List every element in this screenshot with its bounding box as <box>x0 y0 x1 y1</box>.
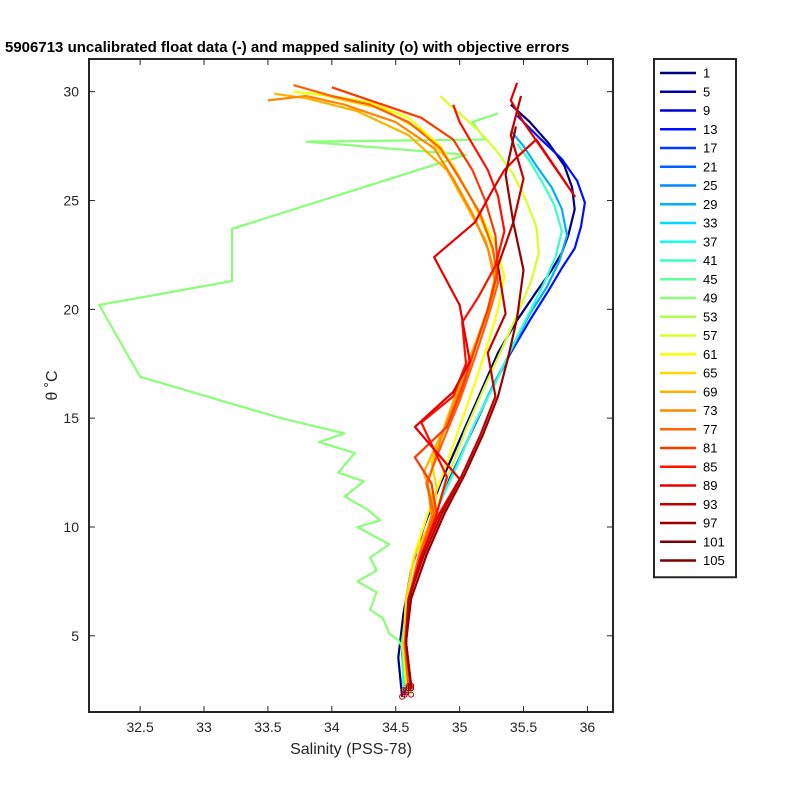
legend-label-89: 89 <box>703 478 717 493</box>
legend-label-33: 33 <box>703 216 717 231</box>
x-tick-label: 34 <box>324 719 340 735</box>
legend-label-9: 9 <box>703 103 710 118</box>
legend-label-61: 61 <box>703 347 717 362</box>
plot-frame <box>88 58 614 713</box>
legend-box <box>653 58 737 579</box>
legend-label-65: 65 <box>703 366 717 381</box>
legend-label-85: 85 <box>703 459 717 474</box>
x-tick-label: 33 <box>196 719 212 735</box>
y-axis-label: θ ˚C <box>44 370 61 400</box>
mapped-salinity-markers <box>399 682 415 700</box>
x-tick-label: 34.5 <box>382 719 409 735</box>
series-line-105 <box>404 126 525 687</box>
y-tick-label: 25 <box>63 192 79 208</box>
legend-label-81: 81 <box>703 441 717 456</box>
x-tick-label: 35 <box>452 719 468 735</box>
legend-label-93: 93 <box>703 497 717 512</box>
legend-label-37: 37 <box>703 234 717 249</box>
y-tick-label: 20 <box>63 301 79 317</box>
y-tick-label: 15 <box>63 410 79 426</box>
plot-area <box>89 59 613 712</box>
legend-label-5: 5 <box>703 84 710 99</box>
legend-label-57: 57 <box>703 328 717 343</box>
mapped-salinity-marker-41 <box>400 687 407 694</box>
legend-label-69: 69 <box>703 384 717 399</box>
legend-label-17: 17 <box>703 141 717 156</box>
x-tick-label: 36 <box>580 719 596 735</box>
legend-label-73: 73 <box>703 403 717 418</box>
series-line-101 <box>404 95 525 687</box>
legend-label-13: 13 <box>703 122 717 137</box>
x-tick-label: 35.5 <box>510 719 537 735</box>
legend-label-1: 1 <box>703 66 710 81</box>
legend-label-101: 101 <box>703 534 725 549</box>
series-layer <box>98 82 587 697</box>
series-line-53 <box>98 112 499 695</box>
legend-label-53: 53 <box>703 309 717 324</box>
legend-label-21: 21 <box>703 159 717 174</box>
legend-label-49: 49 <box>703 291 717 306</box>
legend-label-77: 77 <box>703 422 717 437</box>
legend-label-25: 25 <box>703 178 717 193</box>
legend-label-105: 105 <box>703 553 725 568</box>
series-line-85 <box>293 84 500 689</box>
legend-label-29: 29 <box>703 197 717 212</box>
y-tick-label: 10 <box>63 519 79 535</box>
legend-label-45: 45 <box>703 272 717 287</box>
mapped-salinity-marker-105 <box>408 682 415 689</box>
axis-ticks: 32.5 33 33.5 34 34.5 35 35.5 36 5 10 15 20 25 30 <box>63 59 613 735</box>
x-axis-label: Salinity (PSS-78) <box>290 741 412 758</box>
y-tick-label: 5 <box>71 628 79 644</box>
mapped-salinity-marker-93 <box>408 685 415 692</box>
mapped-salinity-marker-53 <box>408 691 415 698</box>
chart-title: 5906713 uncalibrated float data (-) and … <box>5 39 569 56</box>
legend-label-97: 97 <box>703 516 717 531</box>
legend: 1 5 9 13 17 21 25 29 33 37 41 45 49 53 57 61 65 69 73 77 81 8… <box>653 58 737 579</box>
x-tick-label: 32.5 <box>126 719 153 735</box>
y-tick-label: 30 <box>63 84 79 100</box>
series-line-97 <box>404 82 576 687</box>
legend-label-41: 41 <box>703 253 717 268</box>
x-tick-label: 33.5 <box>254 719 281 735</box>
